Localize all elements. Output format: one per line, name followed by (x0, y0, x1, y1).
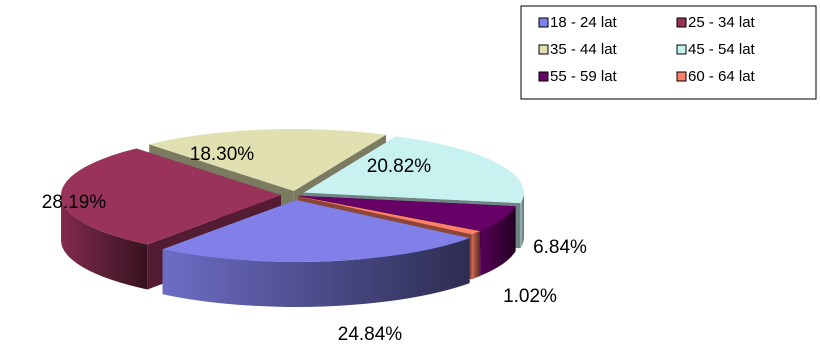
legend-swatch (538, 17, 549, 28)
slice-side (480, 206, 516, 276)
legend: 18 - 24 lat 25 - 34 lat 35 - 44 lat 45 - 54… (520, 5, 817, 100)
legend-swatch (538, 44, 549, 55)
legend-label: 25 - 34 lat (688, 14, 756, 31)
slice-side (471, 231, 480, 280)
legend-swatch (676, 17, 687, 28)
legend-swatch (676, 71, 687, 82)
slice-top (162, 199, 470, 262)
legend-box (520, 5, 817, 100)
legend-label: 35 - 44 lat (550, 41, 618, 58)
pie-slice-18-24lat (162, 199, 470, 307)
data-label: 6.84% (533, 237, 587, 258)
slice-top (303, 136, 524, 204)
data-label: 24.84% (338, 324, 403, 345)
slice-side (520, 192, 524, 249)
legend-swatch (538, 71, 549, 82)
legend-swatch (676, 44, 687, 55)
slice-top (61, 148, 282, 245)
slice-top (298, 196, 480, 235)
slice-top (298, 195, 516, 231)
slice-side (162, 238, 470, 307)
slice-labels: 24.84% 28.19% 18.30% 20.82% 6.84% 1.02% (42, 144, 587, 345)
slice-top (149, 129, 387, 192)
data-label: 20.82% (367, 156, 432, 177)
pie-slices (61, 129, 524, 307)
data-label: 28.19% (42, 192, 107, 213)
legend-label: 45 - 54 lat (688, 41, 756, 58)
legend-label: 60 - 64 lat (688, 68, 756, 85)
slice-side (61, 195, 148, 290)
data-label: 1.02% (503, 286, 557, 307)
legend-label: 55 - 59 lat (550, 68, 618, 85)
legend-label: 18 - 24 lat (550, 14, 618, 31)
data-label: 18.30% (190, 144, 255, 165)
